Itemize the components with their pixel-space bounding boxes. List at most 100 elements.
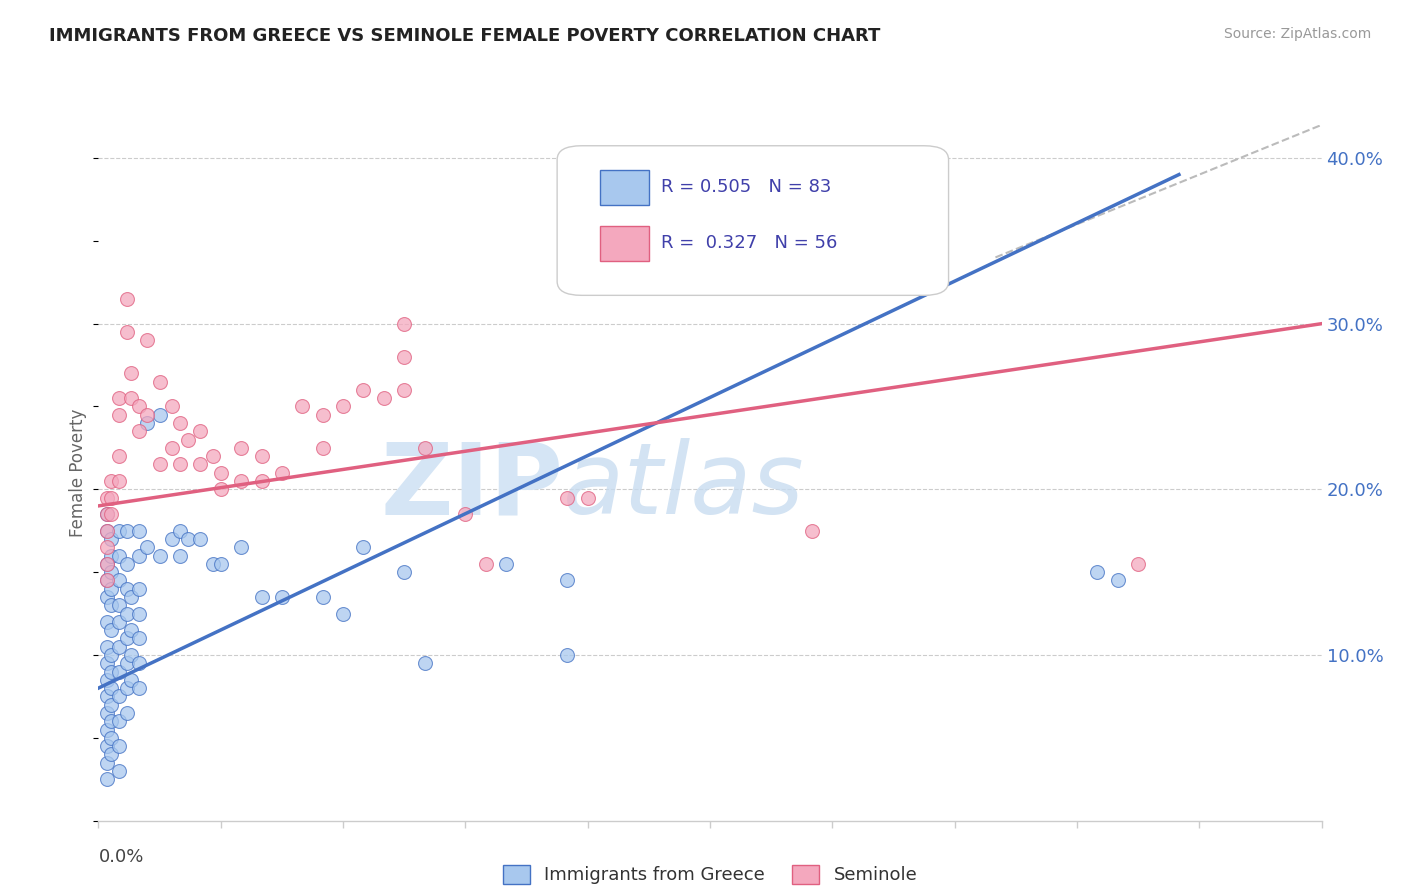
Point <box>177 532 200 546</box>
Point <box>392 383 416 397</box>
Point <box>96 557 118 571</box>
Text: IMMIGRANTS FROM GREECE VS SEMINOLE FEMALE POVERTY CORRELATION CHART: IMMIGRANTS FROM GREECE VS SEMINOLE FEMAL… <box>49 27 880 45</box>
Point <box>108 739 131 753</box>
Point <box>312 408 335 422</box>
Point <box>115 325 138 339</box>
Point <box>120 623 142 637</box>
Text: atlas: atlas <box>564 438 804 535</box>
Point <box>136 408 159 422</box>
Point <box>474 557 498 571</box>
Point <box>96 673 118 687</box>
Point <box>115 632 138 646</box>
Point <box>160 441 183 455</box>
Point <box>108 599 131 613</box>
Point <box>100 491 122 505</box>
Point <box>209 466 232 480</box>
Point <box>96 524 118 538</box>
Point <box>557 491 579 505</box>
Point <box>96 574 118 588</box>
Point <box>100 747 122 762</box>
Point <box>100 681 122 695</box>
Point <box>160 400 183 414</box>
FancyBboxPatch shape <box>557 145 949 295</box>
Point <box>120 367 142 381</box>
Point <box>352 383 374 397</box>
Point <box>557 648 579 662</box>
Point <box>209 557 232 571</box>
Text: R =  0.327   N = 56: R = 0.327 N = 56 <box>661 235 838 252</box>
Point <box>312 590 335 604</box>
Point <box>108 474 131 488</box>
Point <box>270 590 294 604</box>
Point <box>96 640 118 654</box>
Point <box>108 615 131 629</box>
Point <box>96 491 118 505</box>
Point <box>169 524 191 538</box>
Point <box>108 574 131 588</box>
Point <box>454 507 477 521</box>
Point <box>413 441 436 455</box>
Point <box>128 657 150 671</box>
Point <box>128 425 150 439</box>
Point <box>201 557 224 571</box>
Point <box>120 590 142 604</box>
Point <box>96 772 118 787</box>
Point <box>115 607 138 621</box>
Point <box>96 657 118 671</box>
Point <box>188 425 212 439</box>
Point <box>96 590 118 604</box>
Point <box>128 632 150 646</box>
Point <box>115 657 138 671</box>
Point <box>312 441 335 455</box>
Text: ZIP: ZIP <box>381 438 564 535</box>
Point <box>231 441 253 455</box>
Point <box>108 391 131 405</box>
Point <box>128 607 150 621</box>
Point <box>352 541 374 555</box>
Text: 0.0%: 0.0% <box>98 848 143 866</box>
Point <box>392 317 416 331</box>
Point <box>100 599 122 613</box>
Point <box>108 408 131 422</box>
Bar <box>600 226 648 260</box>
Point <box>108 640 131 654</box>
Point <box>96 739 118 753</box>
Point <box>100 532 122 546</box>
Point <box>231 474 253 488</box>
Point <box>1128 557 1150 571</box>
Point <box>96 706 118 720</box>
Point <box>332 607 354 621</box>
Point <box>128 524 150 538</box>
Point <box>108 524 131 538</box>
Point <box>100 623 122 637</box>
Point <box>392 350 416 364</box>
Bar <box>600 170 648 205</box>
Point <box>250 590 273 604</box>
Point <box>128 400 150 414</box>
Point <box>100 507 122 521</box>
Point <box>108 549 131 563</box>
Point <box>160 532 183 546</box>
Point <box>96 507 118 521</box>
Point <box>149 375 172 389</box>
Legend: Immigrants from Greece, Seminole: Immigrants from Greece, Seminole <box>495 858 925 892</box>
Point <box>115 292 138 306</box>
Point <box>209 483 232 497</box>
Point <box>100 698 122 712</box>
Point <box>413 657 436 671</box>
Point <box>96 524 118 538</box>
Point <box>188 532 212 546</box>
Point <box>96 723 118 737</box>
Point <box>100 665 122 679</box>
Point <box>96 541 118 555</box>
Point <box>169 549 191 563</box>
Point <box>128 549 150 563</box>
Point <box>136 333 159 347</box>
Point <box>136 541 159 555</box>
Point <box>128 681 150 695</box>
Point <box>291 400 314 414</box>
Point <box>1107 574 1129 588</box>
Point <box>128 582 150 596</box>
Point <box>120 673 142 687</box>
Point <box>100 582 122 596</box>
